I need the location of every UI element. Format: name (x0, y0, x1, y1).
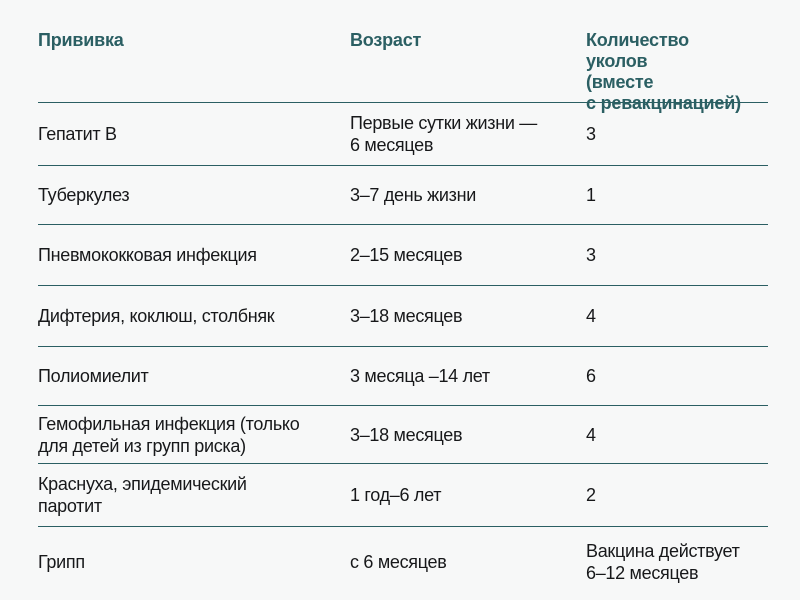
vaccine-cell: Грипп (38, 552, 85, 572)
vaccine-cell: Краснуха, эпидемический паротит (38, 474, 247, 516)
count-cell: Вакцина действует 6–12 месяцев (586, 541, 740, 583)
age-cell: 3–18 месяцев (350, 424, 463, 445)
count-cell: 6 (586, 366, 596, 386)
vaccine-cell: Дифтерия, коклюш, столбняк (38, 306, 275, 326)
vaccine-cell: Полиомиелит (38, 366, 149, 386)
count-cell: 3 (586, 124, 596, 144)
table-header-row: Прививка Возраст Количество уколов (вмес… (38, 30, 768, 113)
table-row: Грипп с 6 месяцев Вакцина действует 6–12… (38, 527, 768, 597)
table-body: Гепатит В Первые сутки жизни — 6 месяцев… (38, 103, 768, 597)
table-row: Гемофильная инфекция (только для детей и… (38, 406, 768, 464)
vaccine-cell: Пневмококковая инфекция (38, 245, 257, 265)
age-cell: 2–15 месяцев (350, 245, 463, 265)
table-row: Гепатит В Первые сутки жизни — 6 месяцев… (38, 103, 768, 166)
age-cell: с 6 месяцев (350, 552, 447, 572)
vaccine-cell: Гепатит В (38, 124, 117, 144)
table-row: Туберкулез 3–7 день жизни 1 (38, 166, 768, 225)
count-cell: 4 (586, 424, 596, 445)
age-cell: 1 год–6 лет (350, 485, 442, 505)
table-row: Пневмококковая инфекция 2–15 месяцев 3 (38, 225, 768, 286)
age-cell: 3–7 день жизни (350, 185, 477, 205)
vaccination-schedule-table: Прививка Возраст Количество уколов (вмес… (38, 0, 768, 597)
age-cell: 3–18 месяцев (350, 306, 463, 326)
header-age: Возраст (350, 30, 422, 50)
vaccine-cell: Туберкулез (38, 185, 130, 205)
count-cell: 3 (586, 245, 596, 265)
header-shot-count: Количество уколов (вместе с ревакцинацие… (586, 30, 741, 113)
vaccine-cell: Гемофильная инфекция (только для детей и… (38, 413, 300, 456)
count-cell: 4 (586, 306, 596, 326)
table-row: Краснуха, эпидемический паротит 1 год–6 … (38, 464, 768, 527)
age-cell: Первые сутки жизни — 6 месяцев (350, 113, 537, 155)
count-cell: 2 (586, 485, 596, 505)
count-cell: 1 (586, 185, 596, 205)
header-vaccine: Прививка (38, 30, 124, 50)
table-row: Полиомиелит 3 месяца –14 лет 6 (38, 347, 768, 406)
age-cell: 3 месяца –14 лет (350, 366, 490, 386)
table-row: Дифтерия, коклюш, столбняк 3–18 месяцев … (38, 286, 768, 347)
